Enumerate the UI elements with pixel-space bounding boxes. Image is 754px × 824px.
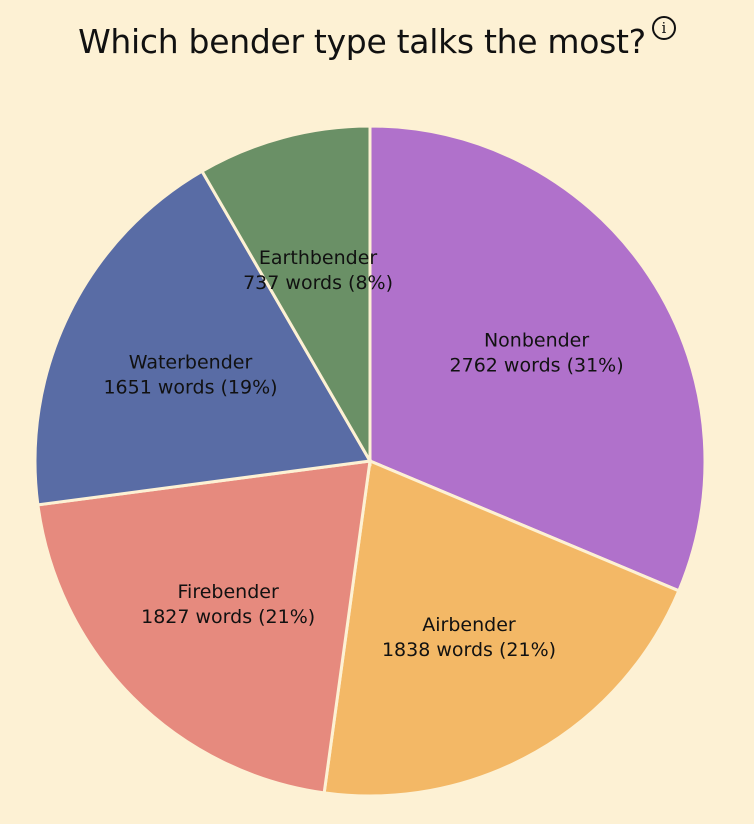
slice-value-nonbender: 2762 words (31%) <box>450 354 624 376</box>
pie-slice-airbender[interactable] <box>322 458 681 798</box>
title-row: Which bender type talks the most? i <box>0 15 754 61</box>
chart-title: Which bender type talks the most? <box>78 22 646 61</box>
pie-slice-waterbender[interactable] <box>33 169 373 507</box>
slice-value-earthbender: 737 words (8%) <box>243 272 393 294</box>
slice-name-airbender: Airbender <box>422 614 516 636</box>
slice-name-firebender: Firebender <box>178 581 279 603</box>
slice-name-nonbender: Nonbender <box>484 329 589 351</box>
info-icon[interactable]: i <box>651 15 676 40</box>
pie-slice-earthbender[interactable] <box>199 124 372 467</box>
pie-slices <box>33 124 707 798</box>
slice-value-airbender: 1838 words (21%) <box>382 639 556 661</box>
slice-name-earthbender: Earthbender <box>259 247 377 269</box>
pie-slice-firebender[interactable] <box>36 459 372 795</box>
slice-value-waterbender: 1651 words (19%) <box>103 377 277 399</box>
slice-name-waterbender: Waterbender <box>129 352 253 374</box>
slice-value-firebender: 1827 words (21%) <box>141 606 315 628</box>
pie-slice-nonbender[interactable] <box>368 124 707 593</box>
pie-labels: Nonbender 2762 words (31%) Airbender 1838 w… <box>103 247 623 661</box>
